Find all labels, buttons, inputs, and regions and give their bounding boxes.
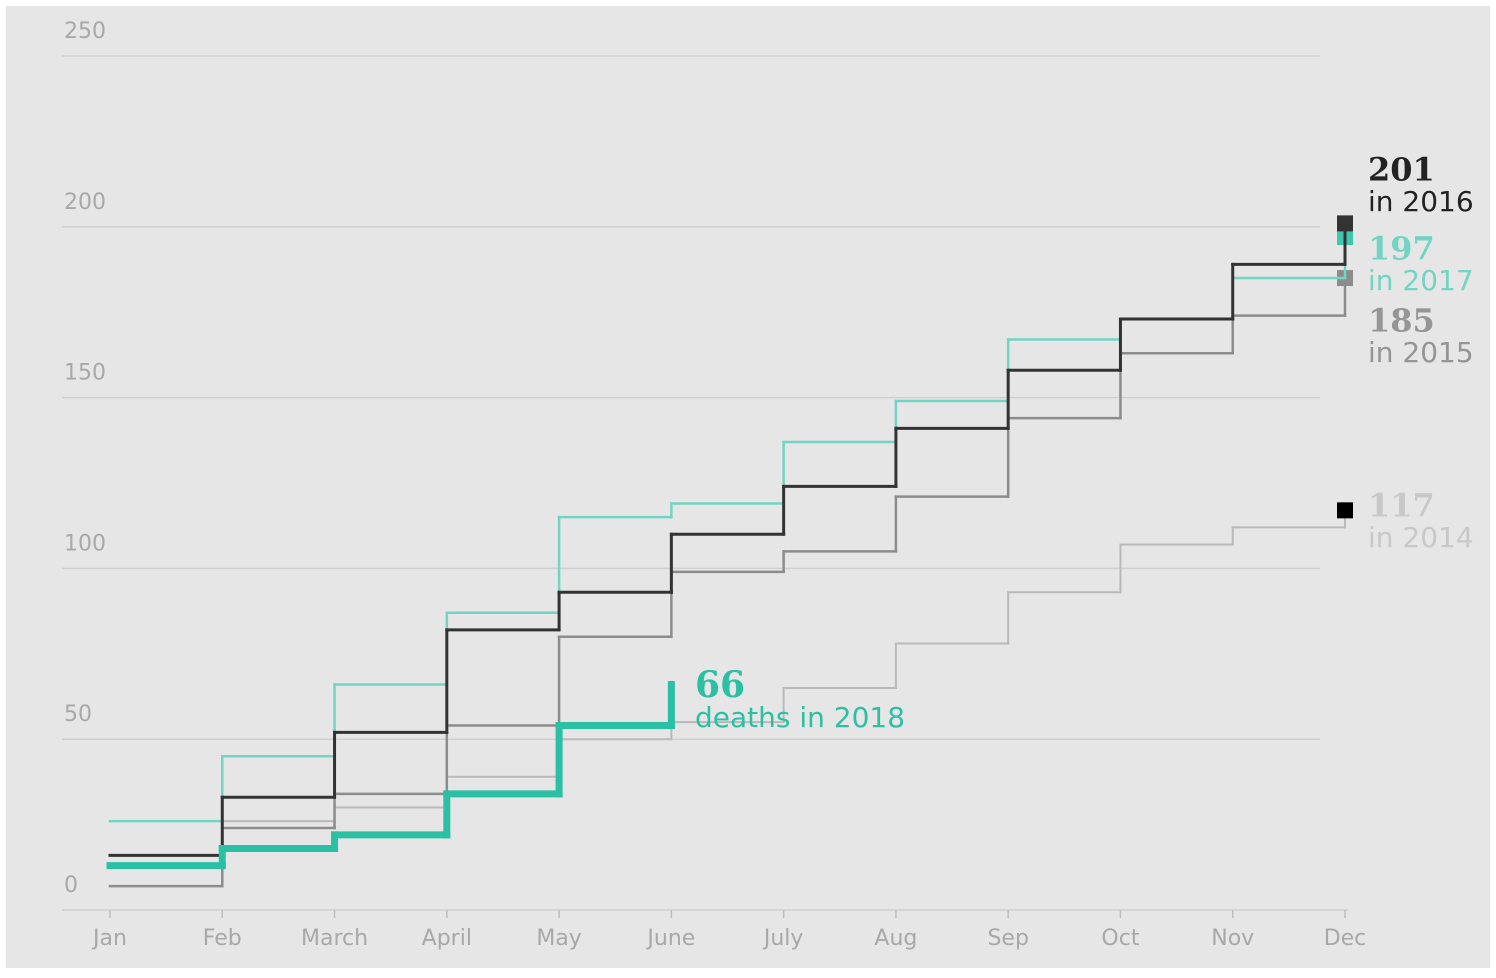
y-tick-label: 0	[64, 873, 78, 898]
x-tick-label: Feb	[203, 926, 242, 951]
x-tick-label: Sep	[987, 926, 1028, 951]
series-label: in 2017	[1368, 264, 1474, 297]
y-tick-label: 200	[64, 190, 106, 215]
end-value-label: 185	[1368, 302, 1435, 340]
x-tick-label: Oct	[1101, 926, 1139, 951]
series-label: in 2015	[1368, 336, 1474, 369]
y-tick-label: 250	[64, 19, 106, 44]
x-tick-label: Nov	[1211, 926, 1254, 951]
series-label: in 2016	[1368, 185, 1474, 218]
end-marker	[1337, 502, 1353, 519]
x-tick-label: July	[762, 926, 804, 951]
end-value-label: 197	[1368, 230, 1435, 268]
y-tick-label: 50	[64, 702, 92, 727]
end-value-label: 201	[1368, 151, 1435, 189]
y-tick-label: 150	[64, 361, 106, 386]
y-tick-label: 100	[64, 531, 106, 556]
end-value-label: 66	[695, 664, 745, 706]
x-tick-label: Aug	[874, 926, 917, 951]
x-tick-label: April	[422, 926, 472, 951]
series-label: in 2014	[1368, 521, 1474, 554]
end-marker	[1337, 215, 1353, 232]
end-value-label: 117	[1368, 487, 1435, 525]
background	[6, 6, 1490, 968]
x-tick-label: Dec	[1324, 926, 1367, 951]
x-tick-label: March	[301, 926, 368, 951]
x-tick-label: June	[645, 926, 695, 951]
series-label: deaths in 2018	[695, 701, 905, 734]
x-tick-label: Jan	[91, 926, 127, 951]
x-tick-label: May	[536, 926, 581, 951]
